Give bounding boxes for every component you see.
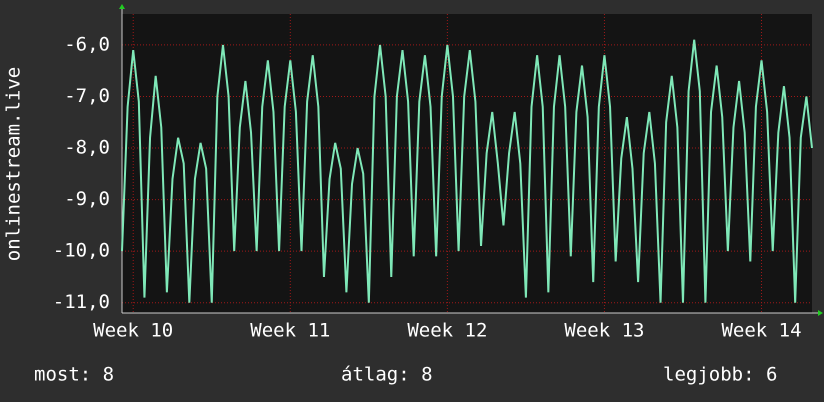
y-tick-label: -8,0: [64, 137, 110, 159]
y-tick-label: -7,0: [64, 85, 110, 107]
x-tick-label: Week 14: [721, 320, 801, 342]
footer-stat: legjobb: 6: [663, 364, 777, 386]
x-tick-label: Week 13: [564, 320, 644, 342]
x-tick-label: Week 12: [407, 320, 487, 342]
y-tick-label: -9,0: [64, 188, 110, 210]
y-axis-label: onlinestream.live: [3, 67, 25, 261]
y-tick-label: -6,0: [64, 33, 110, 55]
axis-arrow: [119, 4, 125, 9]
y-tick-label: -10,0: [53, 240, 110, 262]
data-line: [121, 39, 813, 303]
footer-stat: átlag: 8: [341, 364, 433, 386]
y-tick-label: -11,0: [53, 291, 110, 313]
axis-arrow: [818, 310, 823, 316]
x-tick-label: Week 11: [250, 320, 330, 342]
footer-stat: most: 8: [34, 364, 114, 386]
plot-area: [122, 14, 812, 313]
x-tick-label: Week 10: [93, 320, 173, 342]
